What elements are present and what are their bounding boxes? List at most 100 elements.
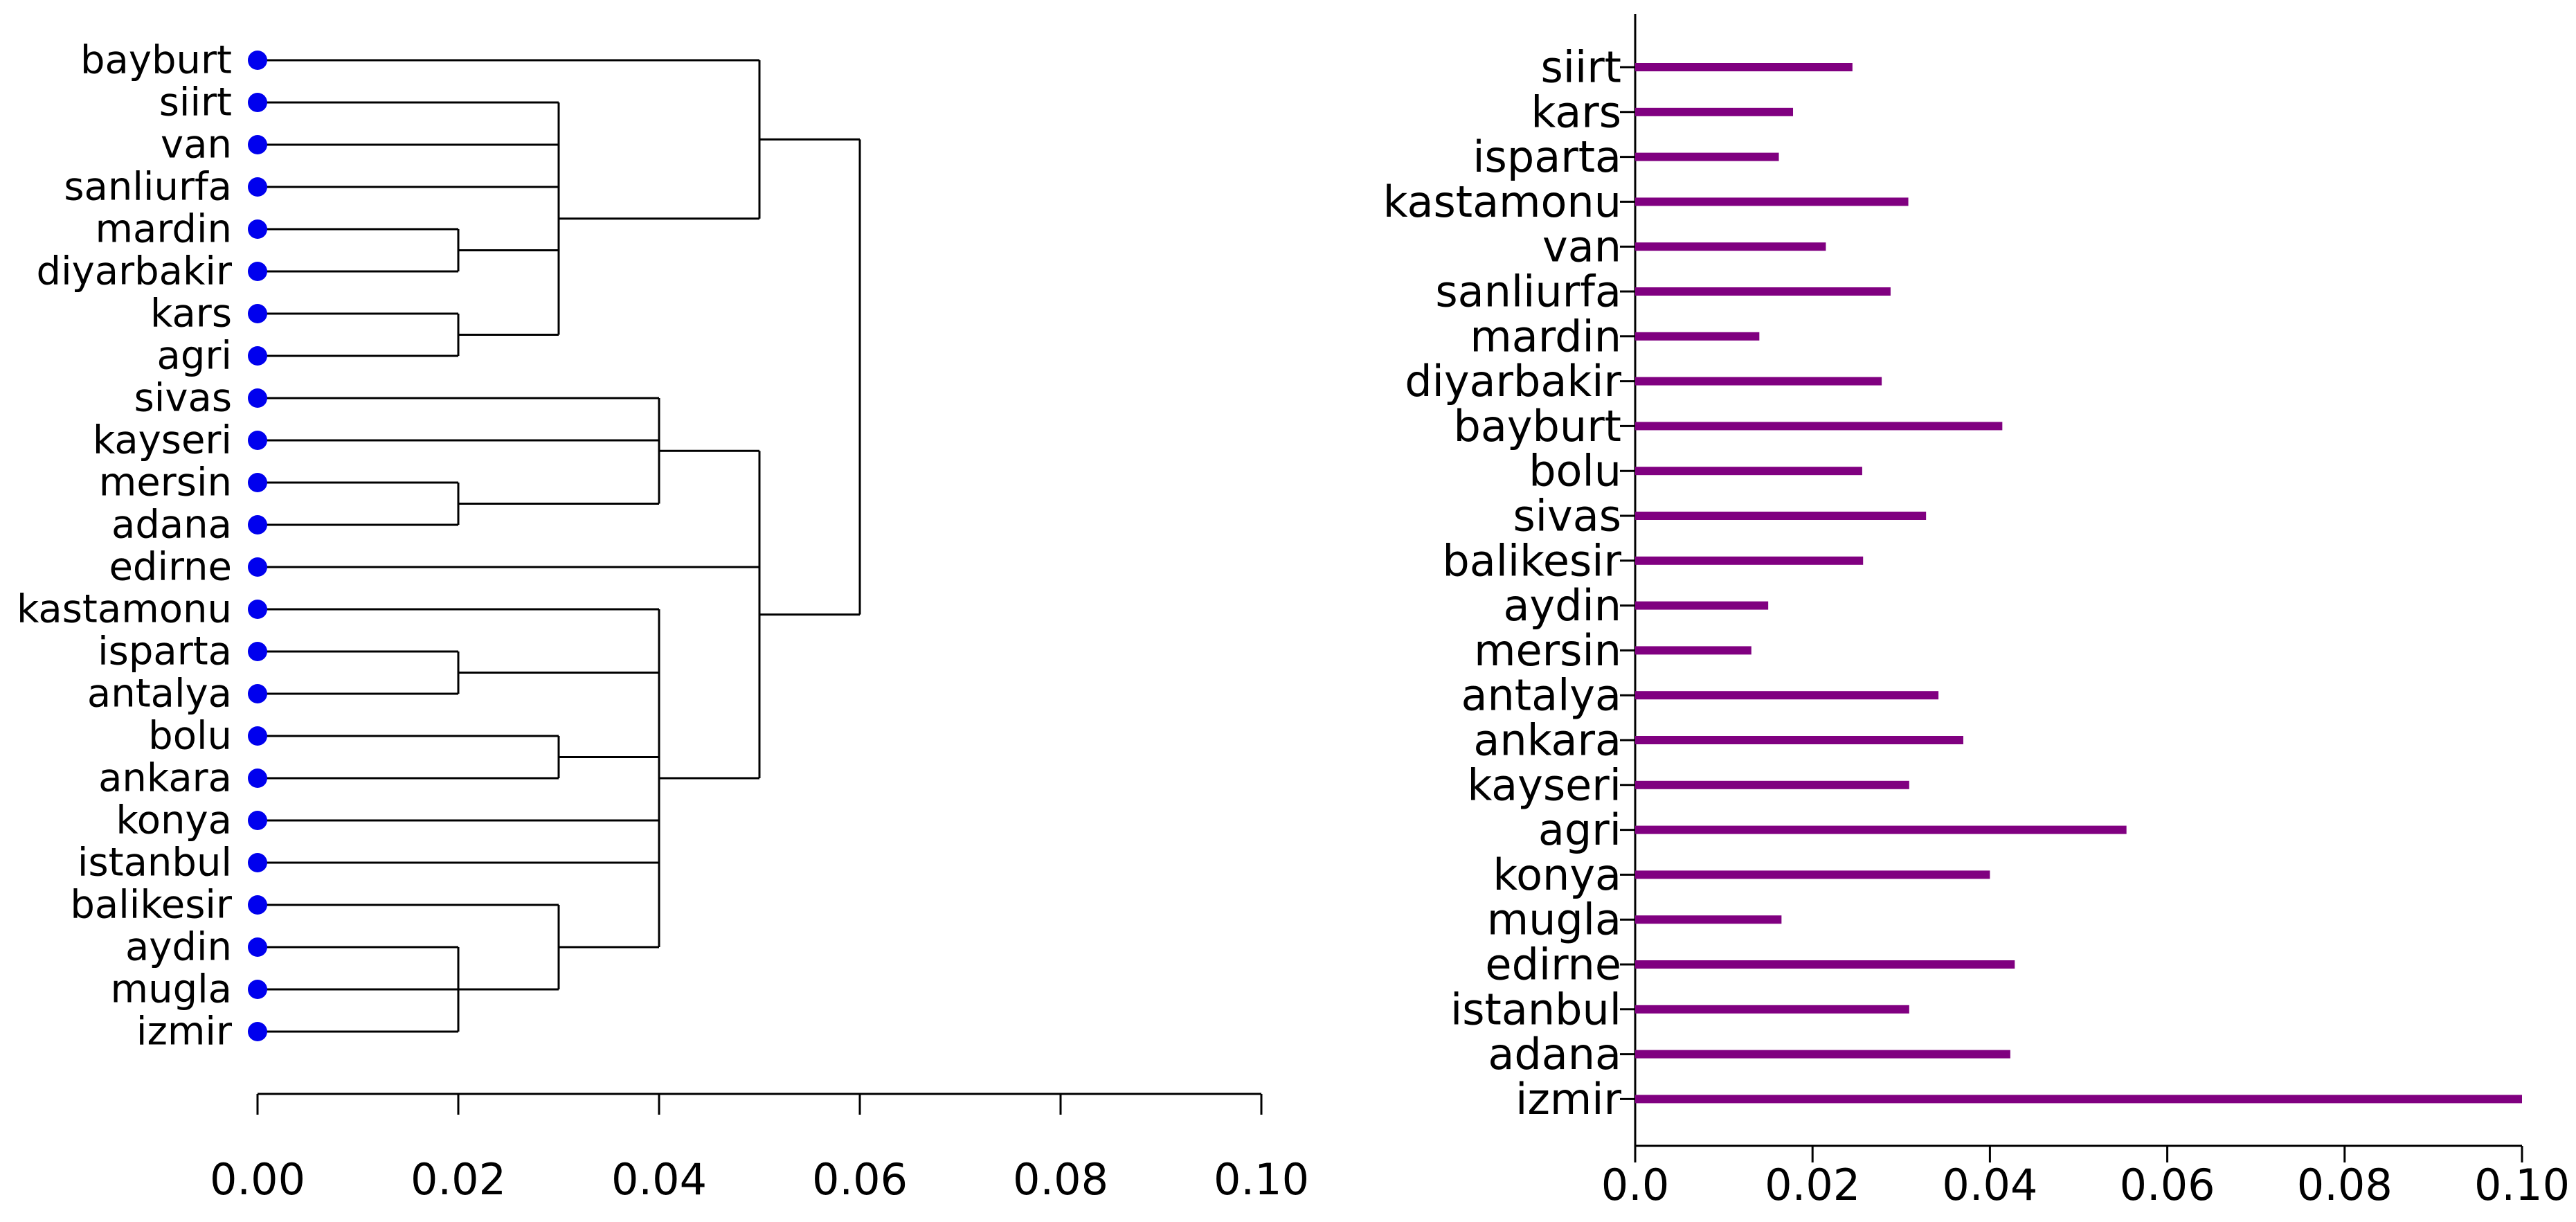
dendrogram-leaf-marker xyxy=(248,600,267,619)
dendrogram-x-tick-label: 0.04 xyxy=(611,1154,707,1205)
dendrogram-leaf-marker xyxy=(248,93,267,112)
dendrogram-leaf-marker xyxy=(248,473,267,492)
bar-kastamonu xyxy=(1635,197,1909,206)
dendrogram-leaf-label: sivas xyxy=(134,376,232,421)
bar-category-label: adana xyxy=(1488,1029,1621,1079)
dendrogram-leaf-marker xyxy=(248,980,267,999)
dendrogram-chart: bayburtsiirtvansanliurfamardindiyarbakir… xyxy=(17,38,1309,1205)
dendrogram-leaf-marker xyxy=(248,937,267,957)
bar-category-label: kars xyxy=(1531,87,1621,137)
dendrogram-leaf-label: isparta xyxy=(98,629,232,674)
bar-antalya xyxy=(1635,691,1939,700)
dendrogram-leaf-marker xyxy=(248,726,267,746)
bar-sanliurfa xyxy=(1635,287,1891,296)
dendrogram-leaf-label: kars xyxy=(150,291,232,336)
bar-category-label: kastamonu xyxy=(1383,177,1621,227)
bar-chart: siirtkarsispartakastamonuvansanliurfamar… xyxy=(1383,14,2570,1210)
dendrogram-leaf-marker xyxy=(248,769,267,788)
bar-category-label: bolu xyxy=(1529,446,1621,496)
bar-x-tick-label: 0.08 xyxy=(2297,1160,2393,1210)
bar-category-label: balikesir xyxy=(1442,535,1621,586)
dendrogram-leaf-label: kastamonu xyxy=(17,587,232,632)
dendrogram-leaf-label: van xyxy=(161,123,232,168)
dendrogram-leaf-marker xyxy=(248,51,267,70)
dendrogram-leaf-label: sanliurfa xyxy=(64,165,232,210)
dendrogram-x-tick-label: 0.10 xyxy=(1214,1154,1309,1205)
bar-konya xyxy=(1635,870,1990,879)
dendrogram-leaf-label: diyarbakir xyxy=(37,249,233,294)
bar-x-tick-label: 0.10 xyxy=(2474,1160,2570,1210)
bar-diyarbakir xyxy=(1635,377,1882,386)
dendrogram-leaf-label: istanbul xyxy=(78,841,232,886)
dendrogram-leaf-label: mardin xyxy=(95,207,232,252)
bar-category-label: aydin xyxy=(1503,580,1621,631)
dendrogram-leaf-marker xyxy=(248,388,267,408)
dendrogram-leaf-label: bayburt xyxy=(80,38,232,83)
bar-adana xyxy=(1635,1050,2010,1059)
bar-category-label: siirt xyxy=(1540,42,1621,93)
dendrogram-x-tick-label: 0.00 xyxy=(210,1154,305,1205)
bar-mersin xyxy=(1635,646,1751,655)
bar-x-tick-label: 0.04 xyxy=(1942,1160,2037,1210)
bar-agri xyxy=(1635,825,2127,834)
dendrogram-leaf-label: edirne xyxy=(109,545,232,590)
dendrogram-leaf-label: izmir xyxy=(136,1009,233,1054)
bar-aydin xyxy=(1635,601,1769,610)
dendrogram-leaf-marker xyxy=(248,515,267,534)
dendrogram-leaf-label: balikesir xyxy=(70,883,233,928)
dendrogram-leaf-marker xyxy=(248,895,267,915)
bar-mugla xyxy=(1635,915,1782,924)
dendrogram-leaf-label: mersin xyxy=(99,460,232,505)
bar-category-label: sanliurfa xyxy=(1435,267,1621,317)
bar-isparta xyxy=(1635,152,1779,161)
dendrogram-leaf-label: antalya xyxy=(87,672,232,717)
dendrogram-leaf-label: bolu xyxy=(148,714,232,759)
dendrogram-leaf-marker xyxy=(248,684,267,703)
dendrogram-x-tick-label: 0.08 xyxy=(1013,1154,1108,1205)
dendrogram-leaf-marker xyxy=(248,642,267,661)
dendrogram-leaf-marker xyxy=(248,811,267,830)
bar-van xyxy=(1635,242,1826,251)
dendrogram-leaf-label: aydin xyxy=(125,925,232,970)
dendrogram-leaf-marker xyxy=(248,304,267,323)
dendrogram-leaf-marker xyxy=(248,219,267,239)
dendrogram-leaf-label: mugla xyxy=(111,967,232,1012)
dendrogram-leaf-label: siirt xyxy=(159,80,232,125)
bar-istanbul xyxy=(1635,1005,1909,1014)
bar-category-label: diyarbakir xyxy=(1405,356,1621,406)
dendrogram-leaf-marker xyxy=(248,557,267,577)
dendrogram-leaf-label: adana xyxy=(111,503,232,548)
bar-category-label: mugla xyxy=(1487,895,1621,945)
bar-category-label: antalya xyxy=(1461,670,1621,721)
bar-mardin xyxy=(1635,332,1760,341)
bar-balikesir xyxy=(1635,556,1864,565)
bar-category-label: edirne xyxy=(1485,940,1621,990)
bar-category-label: mersin xyxy=(1474,625,1621,676)
bar-izmir xyxy=(1635,1095,2522,1104)
dendrogram-x-tick-label: 0.06 xyxy=(812,1154,908,1205)
dendrogram-leaf-marker xyxy=(248,346,267,366)
bar-kayseri xyxy=(1635,780,1909,789)
bar-category-label: istanbul xyxy=(1450,984,1621,1034)
dendrogram-leaf-marker xyxy=(248,1022,267,1041)
bar-ankara xyxy=(1635,736,1963,744)
bar-category-label: isparta xyxy=(1472,132,1621,182)
bar-category-label: bayburt xyxy=(1454,401,1622,451)
bar-category-label: agri xyxy=(1538,805,1621,855)
dendrogram-leaf-label: agri xyxy=(157,334,232,379)
bar-sivas xyxy=(1635,512,1927,520)
bar-x-tick-label: 0.02 xyxy=(1765,1160,1860,1210)
bar-bayburt xyxy=(1635,422,2003,431)
dendrogram-x-tick-label: 0.02 xyxy=(411,1154,506,1205)
dendrogram-leaf-marker xyxy=(248,135,267,154)
dendrogram-leaf-marker xyxy=(248,853,267,872)
bar-edirne xyxy=(1635,960,2015,969)
bar-x-tick-label: 0.0 xyxy=(1601,1160,1670,1210)
bar-category-label: izmir xyxy=(1515,1074,1621,1124)
bar-category-label: mardin xyxy=(1470,311,1621,361)
bar-category-label: van xyxy=(1542,222,1621,272)
bar-category-label: sivas xyxy=(1513,491,1621,541)
dendrogram-leaf-label: ankara xyxy=(98,756,232,801)
